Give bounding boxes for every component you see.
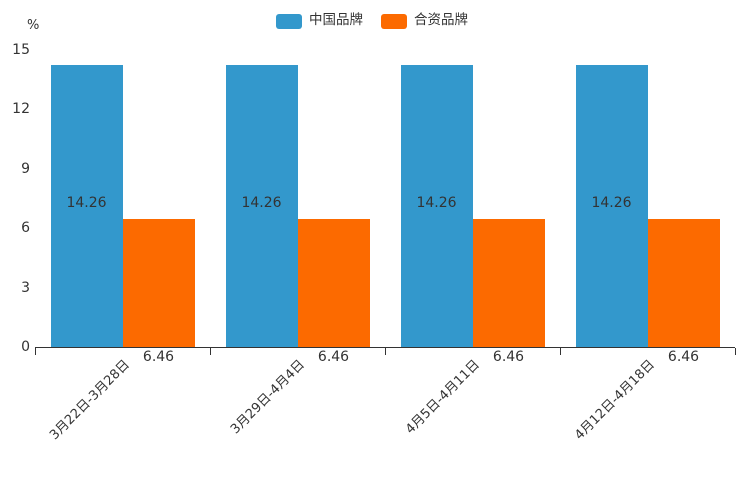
legend-item[interactable]: 合资品牌 — [381, 12, 468, 29]
legend-swatch-icon — [381, 13, 407, 29]
legend-swatch-icon — [276, 13, 302, 29]
x-axis-line — [35, 347, 735, 348]
bar-series-2[interactable] — [297, 219, 370, 347]
y-axis-tick-label: 9 — [21, 160, 30, 177]
legend-item-label: 合资品牌 — [414, 12, 468, 29]
bar-value-label: 14.26 — [241, 194, 282, 211]
legend-item-label: 中国品牌 — [309, 12, 363, 29]
chart-legend: 中国品牌 合资品牌 — [0, 10, 744, 32]
x-axis-category-label: 3月29日-4月4日 — [227, 357, 308, 438]
bar-value-label: 6.46 — [142, 349, 175, 366]
bar-series-1[interactable] — [50, 64, 123, 347]
x-axis-tick-mark — [385, 348, 386, 355]
x-axis-tick-mark — [35, 348, 36, 355]
legend-item[interactable]: 中国品牌 — [276, 12, 363, 29]
x-axis-tick-mark — [735, 348, 736, 355]
x-axis-category-label: 3月22日-3月28日 — [46, 357, 133, 444]
y-axis-tick-label: 6 — [21, 220, 30, 237]
bar-series-2[interactable] — [472, 219, 545, 347]
bar-series-1[interactable] — [225, 64, 298, 347]
bar-series-2[interactable] — [647, 219, 720, 347]
y-axis-tick-label: 3 — [21, 279, 30, 296]
bar-value-label: 6.46 — [317, 349, 350, 366]
x-axis-category-label: 4月5日-4月11日 — [402, 357, 483, 438]
y-axis-tick-label: 15 — [12, 42, 30, 58]
y-axis-tick-label: 0 — [21, 339, 30, 355]
bar-value-label: 6.46 — [667, 349, 700, 366]
bar-value-label: 14.26 — [591, 194, 632, 211]
y-axis-unit-label: % — [27, 18, 40, 33]
x-axis-category-label: 4月12日-4月18日 — [571, 357, 658, 444]
y-axis-tick-label: 12 — [12, 101, 30, 118]
bar-series-1[interactable] — [400, 64, 473, 347]
bar-series-1[interactable] — [575, 64, 648, 347]
x-axis-tick-mark — [210, 348, 211, 355]
bar-value-label: 14.26 — [416, 194, 457, 211]
bar-value-label: 6.46 — [492, 349, 525, 366]
bar-series-2[interactable] — [122, 219, 195, 347]
bar-value-label: 14.26 — [66, 194, 107, 211]
x-axis-tick-mark — [560, 348, 561, 355]
